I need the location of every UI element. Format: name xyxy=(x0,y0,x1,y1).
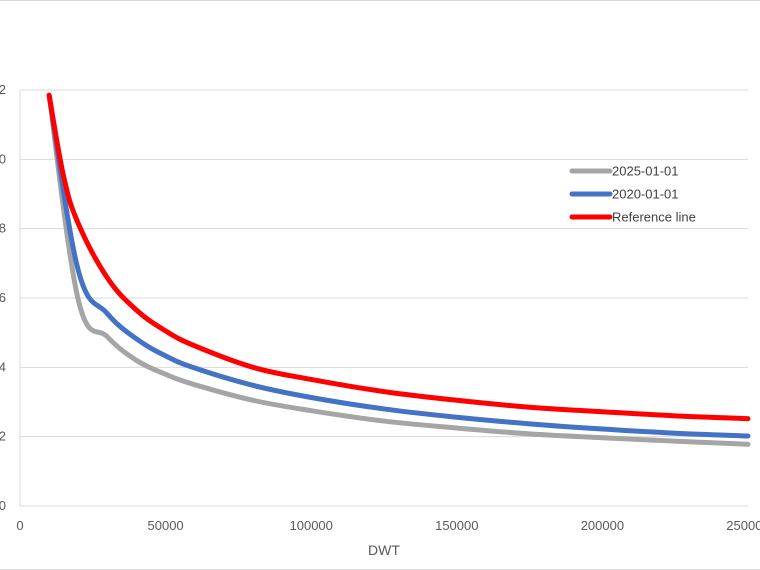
y-tick-label: 2 xyxy=(0,429,6,444)
y-tick-label: 12 xyxy=(0,82,6,97)
x-tick-label: 200000 xyxy=(581,518,624,533)
x-tick-label: 0 xyxy=(16,518,23,533)
y-tick-label: 0 xyxy=(0,498,6,513)
x-tick-label: 150000 xyxy=(435,518,478,533)
x-tick-label: 50000 xyxy=(148,518,184,533)
series-line-2 xyxy=(46,92,751,422)
legend-label-0: 2025-01-01 xyxy=(612,164,679,179)
y-tick-label: 6 xyxy=(0,290,6,305)
x-tick-label: 100000 xyxy=(290,518,333,533)
x-axis-title: DWT xyxy=(368,542,400,558)
series-line-0 xyxy=(46,92,751,447)
series-lines xyxy=(46,92,751,447)
legend-label-1: 2020-01-01 xyxy=(612,187,679,202)
y-tick-label: 10 xyxy=(0,151,6,166)
series-line-1 xyxy=(46,92,751,439)
legend: 2025-01-01 2020-01-01 Reference line xyxy=(569,164,696,225)
legend-label-2: Reference line xyxy=(612,210,696,225)
y-tick-label: 4 xyxy=(0,359,6,374)
x-axis-ticks: 0 50000 100000 150000 200000 250000 xyxy=(16,518,760,533)
x-tick-label: 250000 xyxy=(726,518,760,533)
y-axis-ticks: 0 2 4 6 8 10 12 xyxy=(0,82,6,513)
y-tick-label: 8 xyxy=(0,221,6,236)
gridlines xyxy=(19,89,748,507)
